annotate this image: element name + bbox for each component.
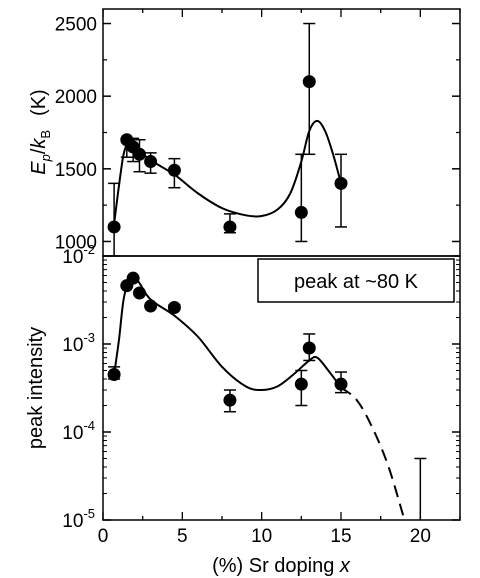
bottom-data-point xyxy=(132,286,146,300)
top-panel-marks xyxy=(107,22,348,257)
bottom-data-point xyxy=(294,377,308,391)
bottom-data-point xyxy=(107,368,121,382)
x-tick-label: 0 xyxy=(98,526,109,547)
bottom-data-point xyxy=(334,377,348,391)
annotation-text: peak at ~80 K xyxy=(294,271,419,293)
bottom-axis-ticks: 10-5 10-4 10-3 10-2 0 5 10 15 20 xyxy=(62,242,461,547)
top-data-point xyxy=(223,220,237,234)
top-y-axis-label: Ep/kB(K) xyxy=(28,89,53,174)
x-tick-label: 15 xyxy=(330,526,351,547)
bottom-panel-frame xyxy=(102,255,461,521)
bottom-data-point xyxy=(223,393,237,407)
x-tick-label: 20 xyxy=(410,526,431,547)
top-y-tick-label: 1000 xyxy=(55,232,97,253)
bottom-panel-marks xyxy=(107,271,427,521)
top-data-point xyxy=(334,176,348,190)
x-tick-label: 10 xyxy=(251,526,272,547)
bottom-y-tick-label: 10-5 xyxy=(62,506,95,532)
annotation-box xyxy=(257,258,455,303)
bottom-extrapolation-curve xyxy=(340,386,406,521)
top-y-tick-label: 1500 xyxy=(55,160,97,181)
x-tick-label: 5 xyxy=(177,526,188,547)
bottom-data-point xyxy=(302,341,316,355)
top-data-point xyxy=(294,205,308,219)
top-data-point xyxy=(302,75,316,89)
bottom-y-tick-label: 10-3 xyxy=(62,330,95,356)
top-data-point xyxy=(132,147,146,161)
top-data-point xyxy=(144,155,158,169)
top-data-point xyxy=(107,220,121,234)
top-data-point xyxy=(167,163,181,177)
top-panel-frame xyxy=(102,8,461,257)
bottom-y-tick-label: 10-2 xyxy=(62,242,95,268)
bottom-data-point xyxy=(167,300,181,314)
top-y-tick-label: 2000 xyxy=(55,87,97,108)
bottom-data-point xyxy=(144,299,158,313)
bottom-y-tick-label: 10-4 xyxy=(62,418,95,444)
bottom-data-point xyxy=(126,271,140,285)
x-axis-label: (%) Sr doping x xyxy=(212,555,351,577)
top-y-tick-label: 2500 xyxy=(55,15,97,36)
top-axis-ticks: 1000 1500 2000 2500 xyxy=(55,9,461,253)
bottom-y-axis-label: peak intensity xyxy=(25,327,47,449)
